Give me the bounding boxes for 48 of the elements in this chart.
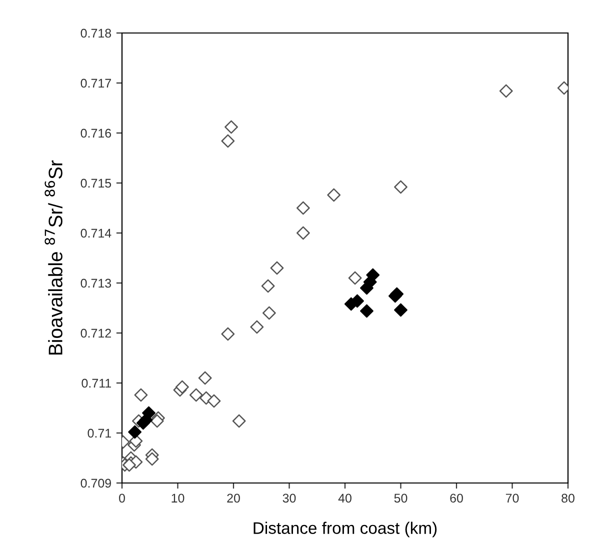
point: [327, 188, 341, 202]
x-tick-label: 50: [394, 494, 408, 503]
point: [136, 416, 150, 430]
point: [232, 414, 246, 428]
x-axis-title: Distance from coast (km): [254, 522, 437, 538]
point: [221, 327, 235, 341]
x-tick-label: 80: [562, 494, 574, 503]
point: [394, 303, 408, 317]
point: [150, 414, 164, 428]
x-tick-label: 0: [119, 494, 125, 503]
y-tick-label: 0.716: [80, 128, 112, 138]
point: [296, 201, 310, 215]
y-axis-title: Bioavailable $^{87}$Sr/ $^{86}$Sr: [44, 160, 62, 354]
point: [224, 120, 238, 134]
point: [134, 388, 148, 402]
y-tick-label: 0.717: [80, 78, 111, 88]
point: [360, 281, 374, 295]
y-tick-label: 0.709: [80, 478, 111, 488]
point: [250, 320, 264, 334]
point: [344, 297, 358, 311]
y-tick-label: 0.712: [80, 328, 111, 338]
point: [499, 84, 513, 98]
point: [221, 134, 235, 148]
x-tick-label: 20: [227, 494, 240, 503]
point: [348, 271, 362, 285]
x-tick-label: 70: [506, 494, 519, 503]
y-tick-label: 0.714: [80, 228, 112, 238]
x-tick-label: 40: [338, 494, 352, 503]
point: [296, 226, 310, 240]
point: [176, 380, 189, 394]
y-tick-label: 0.715: [80, 178, 112, 188]
point: [360, 304, 374, 318]
x-tick-label: 30: [282, 494, 296, 503]
point: [262, 306, 276, 320]
point: [207, 394, 221, 408]
y-tick-label: 0.711: [82, 378, 111, 388]
y-tick-label: 0.718: [80, 28, 112, 38]
point: [128, 425, 142, 439]
point: [261, 279, 275, 293]
y-tick-label: 0.713: [80, 278, 112, 288]
x-tick-label: 60: [450, 494, 463, 503]
y-tick-label: 0.71: [88, 428, 111, 438]
point: [189, 388, 203, 402]
x-tick-label: 10: [172, 494, 184, 503]
point: [198, 371, 212, 385]
point: [270, 261, 284, 275]
point: [145, 452, 159, 466]
point: [394, 180, 408, 194]
